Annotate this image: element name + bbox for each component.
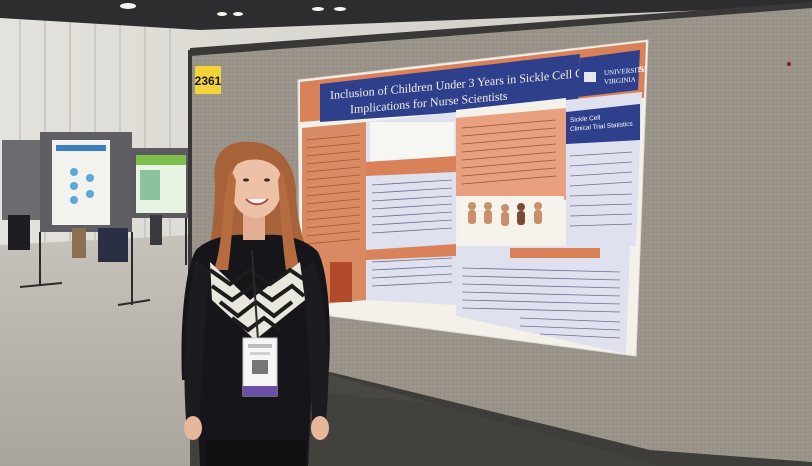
poster-chart-box [370,122,454,162]
sidebar-title-line1: Sickle Cell [570,114,601,124]
university-logo [578,50,640,97]
logo-text-line1: UNIVERSITY [604,66,646,78]
board-pin [787,62,791,66]
logo-text-line2: VIRGINIA [604,75,636,86]
presenter [181,141,330,466]
distant-board-2 [130,148,190,265]
poster-figure-left [330,262,352,302]
research-poster: Inclusion of Children Under 3 Years in S… [297,39,649,357]
ceiling-lights [120,3,346,16]
poster-bottom-section [456,246,630,354]
floor [0,235,190,466]
board-base [190,372,812,466]
board-number-tag: 2361 [195,66,222,94]
poster-babies-photo [460,196,564,240]
distant-people [8,215,162,262]
logo-emblem [584,72,596,82]
board-number: 2361 [195,74,222,88]
distant-board-1 [2,132,151,306]
poster-board-frame [190,2,812,56]
ceiling [0,0,812,30]
name-badge [242,337,278,397]
poster-results-column [456,100,566,200]
